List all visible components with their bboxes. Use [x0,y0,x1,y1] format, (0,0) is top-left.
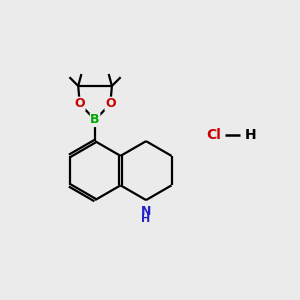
Text: H: H [244,128,256,142]
Text: O: O [74,97,85,110]
Text: N: N [141,205,151,218]
Text: Cl: Cl [206,128,221,142]
Text: O: O [105,97,116,110]
Text: H: H [141,214,151,224]
Text: B: B [90,113,100,127]
